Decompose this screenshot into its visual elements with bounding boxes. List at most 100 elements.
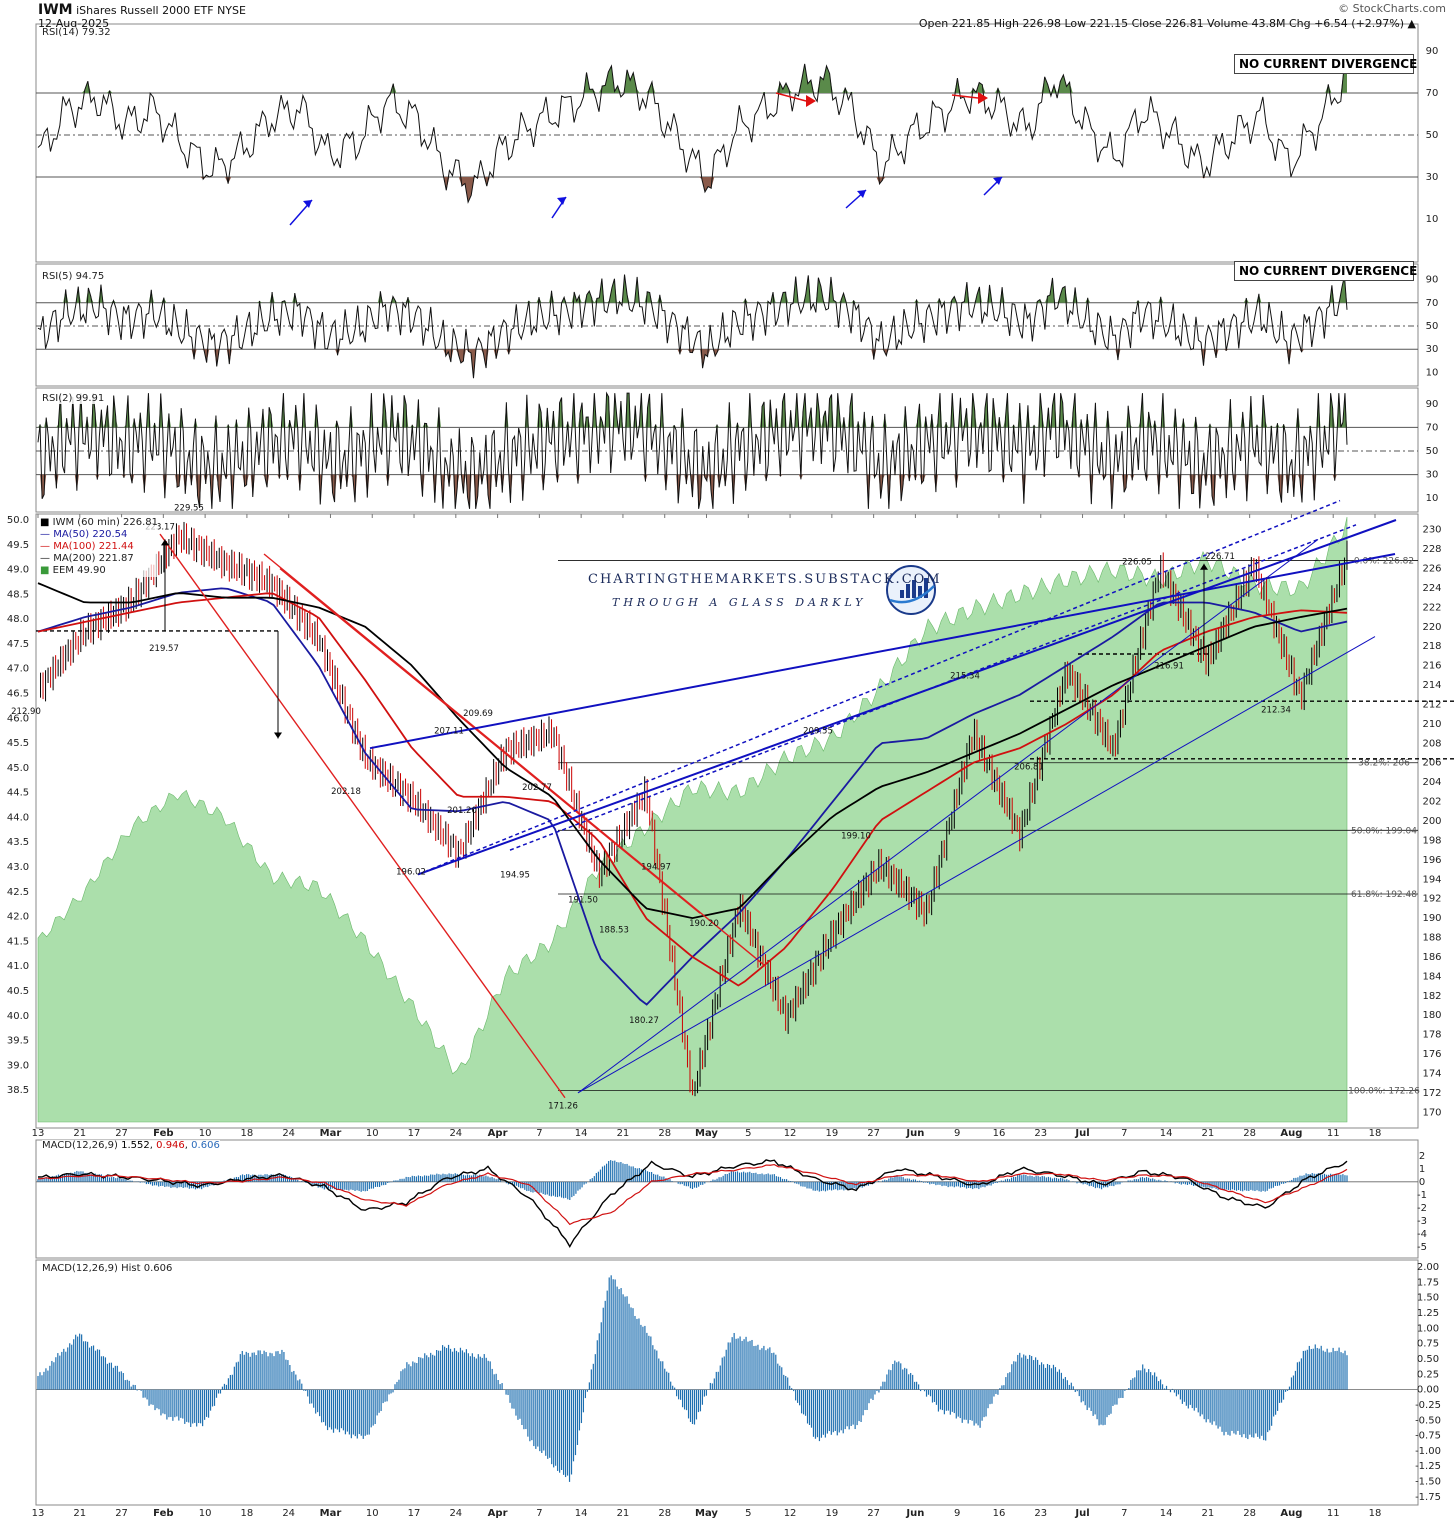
hist-axis-label: 1.00: [1417, 1323, 1439, 1334]
macd-axis-label: -3: [1417, 1216, 1427, 1227]
price-axis-label: 204: [1422, 777, 1441, 788]
price-axis-label: 202: [1422, 797, 1441, 808]
arrowhead: [806, 95, 816, 107]
logo-bar: [906, 584, 910, 598]
x-axis-label: 21: [617, 1128, 630, 1139]
hist-axis-label: -1.50: [1415, 1477, 1441, 1488]
x-axis-label: 14: [575, 1128, 588, 1139]
price-axis-label: 212: [1422, 699, 1441, 710]
price-axis-label: 174: [1422, 1068, 1441, 1079]
eem-axis-label: 40.0: [7, 1011, 29, 1022]
chart-date: 12-Aug-2025: [38, 17, 110, 30]
x-axis-label: Mar: [320, 1128, 342, 1139]
eem-axis-label: 46.5: [7, 689, 29, 700]
fib-label: 50.0%: 199.04: [1351, 826, 1417, 836]
eem-axis-label: 39.0: [7, 1060, 29, 1071]
price-axis-label: 218: [1422, 641, 1441, 652]
x-axis-label: Jul: [1074, 1508, 1089, 1519]
x-axis-label: May: [695, 1128, 718, 1139]
x-axis-label: May: [695, 1508, 718, 1519]
x-axis-label: 10: [366, 1128, 379, 1139]
hist-axis-label: 0.50: [1417, 1354, 1439, 1365]
x-axis-label: 18: [1369, 1128, 1382, 1139]
macd-axis-label: 0: [1419, 1177, 1425, 1188]
eem-axis-label: 42.5: [7, 887, 29, 898]
rsi14-oversold-fill: [38, 177, 1347, 203]
resistance-line: [369, 553, 1396, 750]
rsi2-panel: [35, 387, 1419, 513]
eem-axis-label: 48.5: [7, 589, 29, 600]
hist-axis-label: 1.75: [1417, 1277, 1439, 1288]
rsi14-axis-label: 70: [1426, 88, 1439, 99]
x-axis-label: 14: [1160, 1128, 1173, 1139]
x-axis-label: 16: [993, 1508, 1006, 1519]
eem-axis-label: 46.0: [7, 713, 29, 724]
eem-axis-label: 49.5: [7, 540, 29, 551]
rsi5-axis-label: 10: [1426, 367, 1439, 378]
price-axis-label: 186: [1422, 952, 1441, 963]
macd-legend: MACD(12,26,9) 1.552, 0.946, 0.606: [42, 1140, 220, 1151]
eem-axis-label: 47.5: [7, 639, 29, 650]
macd-axis-label: 1: [1419, 1164, 1425, 1175]
x-axis-label: 7: [1121, 1508, 1127, 1519]
price-axis-label: 216: [1422, 661, 1441, 672]
price-axis-label: 228: [1422, 544, 1441, 555]
price-axis-label: 180: [1422, 1010, 1441, 1021]
hist-axis-label: 2.00: [1417, 1262, 1439, 1273]
rsi14-divergence-note: NO CURRENT DIVERGENCE: [1234, 54, 1417, 74]
security-name: iShares Russell 2000 ETF: [76, 4, 214, 17]
rsi5-axis-label: 70: [1426, 298, 1439, 309]
eem-axis-label: 44.5: [7, 788, 29, 799]
price-annotation: 219.57: [149, 644, 179, 654]
x-axis-label: 28: [1243, 1128, 1256, 1139]
eem-axis-label: 50.0: [7, 515, 29, 526]
rsi14-axis-label: 10: [1426, 214, 1439, 225]
price-annotation: 207.11: [434, 727, 464, 737]
price-annotation: 191.50: [568, 896, 598, 906]
x-axis-label: 5: [745, 1128, 751, 1139]
x-axis-label: 11: [1327, 1128, 1340, 1139]
hist-axis-label: 0.75: [1417, 1339, 1439, 1350]
price-axis-label: 224: [1422, 583, 1441, 594]
x-axis-label: 10: [199, 1128, 212, 1139]
price-axis-label: 196: [1422, 855, 1441, 866]
x-axis-label: 17: [408, 1128, 421, 1139]
x-axis-label: 18: [241, 1128, 254, 1139]
eem-axis-label: 47.0: [7, 664, 29, 675]
price-annotation: 171.26: [548, 1101, 578, 1111]
x-axis-label: 10: [366, 1508, 379, 1519]
support-trendline: [577, 636, 1376, 1094]
macd-panel: [35, 1139, 1419, 1259]
price-axis-label: 178: [1422, 1030, 1441, 1041]
price-panel: [35, 513, 1419, 1129]
hist-axis-label: 0.25: [1417, 1369, 1439, 1380]
hist-axis-label: -0.25: [1415, 1400, 1441, 1411]
eem-axis-label: 49.0: [7, 565, 29, 576]
dashed-channel-line: [417, 499, 1341, 876]
price-axis-label: 184: [1422, 971, 1441, 982]
arrowhead: [1200, 563, 1208, 570]
x-axis-label: 10: [199, 1508, 212, 1519]
price-axis-label: 192: [1422, 894, 1441, 905]
eem-axis-label: 48.0: [7, 614, 29, 625]
x-axis-label: 19: [825, 1508, 838, 1519]
chart-title: IWM iShares Russell 2000 ETF NYSE: [38, 2, 246, 18]
eem-axis-label: 41.0: [7, 961, 29, 972]
ohlc-readout: Open 221.85 High 226.98 Low 221.15 Close…: [918, 17, 1416, 30]
brand-title: CHARTINGTHEMARKETS.SUBSTACK.COM: [588, 572, 942, 587]
x-axis-label: 12: [784, 1128, 797, 1139]
arrowhead: [857, 190, 866, 198]
macd-axis-label: -2: [1417, 1203, 1427, 1214]
x-axis-label: 14: [1160, 1508, 1173, 1519]
price-annotation: 194.95: [500, 870, 530, 880]
fib-label: 38.2%: 206: [1358, 759, 1410, 769]
rsi2-axis-label: 90: [1426, 399, 1439, 410]
hist-axis-label: -1.25: [1415, 1461, 1441, 1472]
x-axis-label: 14: [575, 1508, 588, 1519]
x-axis-label: 28: [658, 1508, 671, 1519]
price-axis-label: 226: [1422, 564, 1441, 575]
price-axis-label: 188: [1422, 933, 1441, 944]
x-axis-label: 27: [867, 1128, 880, 1139]
x-axis-label: Apr: [488, 1508, 508, 1519]
price-annotation: 229.55: [174, 503, 204, 513]
